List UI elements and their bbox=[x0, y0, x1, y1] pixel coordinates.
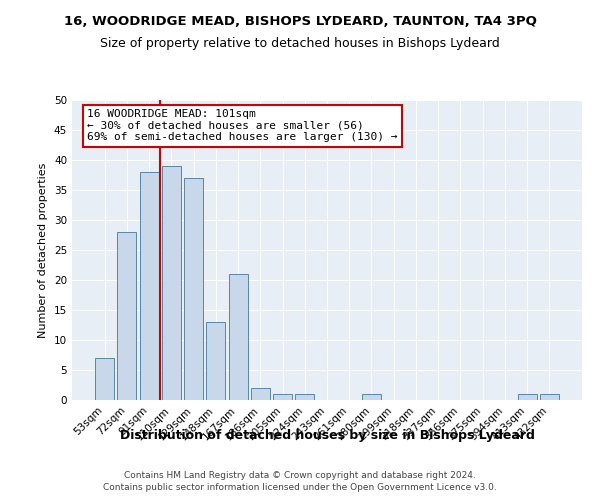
Bar bbox=[295, 394, 314, 400]
Bar bbox=[251, 388, 270, 400]
Y-axis label: Number of detached properties: Number of detached properties bbox=[38, 162, 49, 338]
Text: Contains HM Land Registry data © Crown copyright and database right 2024.: Contains HM Land Registry data © Crown c… bbox=[124, 471, 476, 480]
Bar bbox=[162, 166, 181, 400]
Bar bbox=[118, 232, 136, 400]
Bar bbox=[540, 394, 559, 400]
Bar bbox=[518, 394, 536, 400]
Bar bbox=[229, 274, 248, 400]
Bar bbox=[362, 394, 381, 400]
Bar bbox=[140, 172, 158, 400]
Bar bbox=[95, 358, 114, 400]
Bar bbox=[184, 178, 203, 400]
Bar bbox=[273, 394, 292, 400]
Text: Size of property relative to detached houses in Bishops Lydeard: Size of property relative to detached ho… bbox=[100, 38, 500, 51]
Text: 16 WOODRIDGE MEAD: 101sqm
← 30% of detached houses are smaller (56)
69% of semi-: 16 WOODRIDGE MEAD: 101sqm ← 30% of detac… bbox=[88, 109, 398, 142]
Text: 16, WOODRIDGE MEAD, BISHOPS LYDEARD, TAUNTON, TA4 3PQ: 16, WOODRIDGE MEAD, BISHOPS LYDEARD, TAU… bbox=[64, 15, 536, 28]
Text: Distribution of detached houses by size in Bishops Lydeard: Distribution of detached houses by size … bbox=[119, 428, 535, 442]
Text: Contains public sector information licensed under the Open Government Licence v3: Contains public sector information licen… bbox=[103, 484, 497, 492]
Bar bbox=[206, 322, 225, 400]
